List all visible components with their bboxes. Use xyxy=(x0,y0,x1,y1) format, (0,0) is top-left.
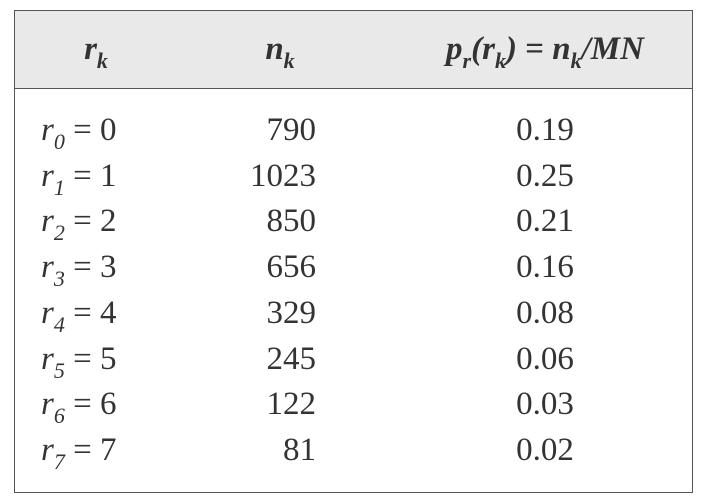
symbol: = 4 xyxy=(64,294,117,331)
level-cell: r0 = 0 xyxy=(41,107,116,156)
table-header: rk nk pr(rk) = nk/MN xyxy=(15,11,692,89)
symbol: = 1 xyxy=(64,157,117,194)
symbol: = 3 xyxy=(64,249,117,286)
symbol: n xyxy=(552,31,571,67)
symbol: (r xyxy=(471,31,495,67)
symbol: r xyxy=(41,112,54,148)
table: rk nk pr(rk) = nk/MN r0 = 0 790 0.19 r1 = 1 10… xyxy=(14,10,693,493)
symbol: r xyxy=(41,340,54,377)
header-cell: nk xyxy=(225,26,335,75)
level-cell: r6 = 6 xyxy=(41,381,116,430)
subscript: k xyxy=(494,48,506,73)
header-cell: rk xyxy=(41,26,151,75)
count-cell: 122 xyxy=(266,386,317,423)
symbol: r xyxy=(41,203,54,240)
subscript: 7 xyxy=(53,448,65,474)
probability-cell: 0.16 xyxy=(516,249,574,286)
probability-cell: 0.02 xyxy=(516,431,574,468)
count-cell: 245 xyxy=(266,340,317,377)
count-cell: 656 xyxy=(266,249,317,286)
symbol: r xyxy=(41,386,54,423)
subscript: 4 xyxy=(53,311,65,337)
count-cell: 850 xyxy=(266,203,317,240)
level-cell: r5 = 5 xyxy=(41,336,116,385)
symbol: n xyxy=(265,31,284,67)
subscript: r xyxy=(462,48,472,73)
count-cell: 81 xyxy=(283,431,316,468)
subscript: 0 xyxy=(53,129,65,154)
header-cell: pr(rk) = nk/MN xyxy=(395,26,695,75)
symbol: p xyxy=(446,31,463,67)
subscript: 3 xyxy=(53,266,65,292)
symbol: r xyxy=(41,431,54,468)
probability-cell: 0.19 xyxy=(516,112,574,148)
count-cell: 329 xyxy=(266,294,317,331)
level-cell: r7 = 7 xyxy=(41,427,116,476)
probability-cell: 0.06 xyxy=(516,340,574,377)
symbol: = xyxy=(516,31,553,67)
symbol: r xyxy=(41,294,54,331)
subscript: k xyxy=(283,48,295,73)
symbol: = 0 xyxy=(64,112,117,148)
subscript: 6 xyxy=(53,403,65,429)
probability-cell: 0.21 xyxy=(516,203,574,240)
symbol: r xyxy=(41,249,54,286)
probability-cell: 0.08 xyxy=(516,294,574,331)
level-cell: r3 = 3 xyxy=(41,244,116,293)
symbol: r xyxy=(41,157,54,194)
symbol: /MN xyxy=(581,31,644,67)
level-cell: r4 = 4 xyxy=(41,290,116,339)
symbol: ) xyxy=(505,31,517,67)
probability-cell: 0.25 xyxy=(516,157,574,194)
symbol: = 6 xyxy=(64,386,117,423)
count-cell: 790 xyxy=(266,112,317,148)
subscript: 2 xyxy=(53,220,65,246)
level-cell: r2 = 2 xyxy=(41,198,116,247)
subscript: 1 xyxy=(53,174,65,200)
subscript: k xyxy=(570,48,582,73)
subscript: 5 xyxy=(53,357,65,383)
symbol: = 2 xyxy=(64,203,117,240)
symbol: = 7 xyxy=(64,431,117,468)
symbol: r xyxy=(84,31,97,67)
count-cell: 1023 xyxy=(250,157,316,194)
symbol: = 5 xyxy=(64,340,117,377)
level-cell: r1 = 1 xyxy=(41,153,116,202)
probability-cell: 0.03 xyxy=(516,386,574,423)
subscript: k xyxy=(96,48,108,73)
